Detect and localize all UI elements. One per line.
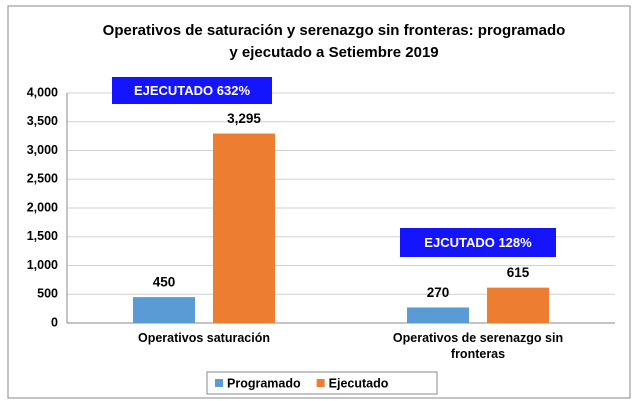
legend-swatch	[316, 379, 325, 387]
bar	[133, 297, 195, 323]
y-tick-label: 1,000	[27, 258, 58, 272]
y-tick-label: 0	[51, 315, 58, 329]
x-tick-label: Operativos de serenazgo sin fronteras	[392, 331, 564, 361]
bar	[487, 287, 549, 323]
value-label: 615	[507, 265, 530, 280]
y-tick-label: 4,000	[27, 85, 58, 99]
y-tick-label: 3,000	[27, 143, 58, 157]
y-tick-label: 500	[37, 287, 58, 301]
value-label: 270	[427, 285, 450, 300]
legend-label: Programado	[227, 376, 301, 390]
chart-frame	[7, 5, 631, 399]
legend-swatch	[215, 379, 223, 387]
annotation: EJCUTADO 128%	[400, 228, 556, 257]
value-label: 450	[153, 275, 176, 290]
legend-label: Ejecutado	[329, 376, 389, 390]
bar	[213, 133, 275, 323]
x-tick-label: Operativos saturación	[138, 331, 270, 345]
y-tick-label: 2,000	[27, 200, 58, 214]
bar	[407, 307, 469, 323]
y-tick-label: 3,500	[27, 114, 58, 128]
y-tick-label: 1,500	[27, 229, 58, 243]
y-tick-label: 2,500	[27, 172, 58, 186]
chart-title: Operativos de saturación y serenazgo sin…	[102, 22, 566, 61]
value-label: 3,295	[227, 111, 261, 126]
annotation: EJECUTADO 632%	[112, 77, 272, 104]
